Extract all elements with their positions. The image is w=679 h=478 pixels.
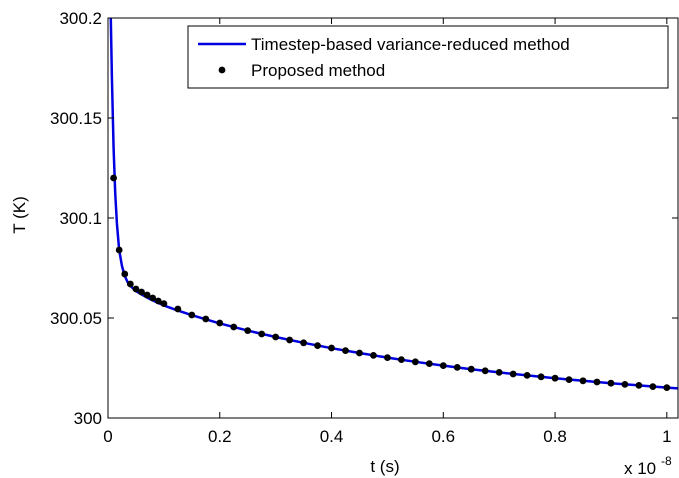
series-marker-point bbox=[110, 174, 117, 182]
y-axis: 300 300.05 300.1 300.15 300.2 bbox=[50, 9, 678, 428]
series-marker-point bbox=[314, 342, 321, 349]
series-marker-point bbox=[202, 315, 210, 323]
series-marker-point bbox=[607, 379, 615, 387]
series-marker-point bbox=[523, 372, 531, 379]
series-marker-point bbox=[258, 330, 266, 338]
legend: Timestep-based variance-reduced method P… bbox=[187, 25, 669, 89]
x-tick-label: 0.6 bbox=[431, 427, 455, 446]
series-marker-point bbox=[384, 354, 391, 361]
series-marker-point bbox=[509, 370, 517, 378]
series-marker-point bbox=[356, 349, 363, 357]
series-marker-point bbox=[565, 376, 573, 383]
x-axis-label: t (s) bbox=[370, 457, 399, 476]
series-marker-point bbox=[143, 291, 151, 299]
series-marker-point bbox=[551, 374, 559, 382]
series-marker-point bbox=[663, 384, 671, 391]
x-tick-label: 0 bbox=[103, 427, 112, 446]
x-axis-multiplier-exponent: -8 bbox=[661, 454, 672, 468]
series-marker-point bbox=[244, 327, 252, 334]
series-marker-point bbox=[635, 382, 643, 389]
y-tick-label: 300.05 bbox=[50, 309, 102, 328]
legend-label-line: Timestep-based variance-reduced method bbox=[251, 35, 570, 54]
series-marker-point bbox=[286, 336, 294, 344]
series-marker-point bbox=[126, 280, 134, 288]
series-marker-point bbox=[481, 367, 489, 375]
series-marker-point bbox=[154, 297, 162, 305]
series-marker-point bbox=[328, 344, 335, 352]
series-marker-point bbox=[342, 347, 349, 354]
y-tick-label: 300.15 bbox=[50, 109, 102, 128]
x-axis-multiplier: x 10 -8 bbox=[624, 454, 672, 478]
series-marker-point bbox=[300, 339, 307, 347]
legend-box bbox=[187, 25, 669, 89]
x-tick-label: 0.2 bbox=[208, 427, 232, 446]
y-tick-label: 300 bbox=[74, 409, 102, 428]
legend-marker-swatch bbox=[218, 66, 226, 74]
series-marker-point bbox=[160, 300, 168, 307]
series-marker-point bbox=[425, 360, 433, 367]
series-marker-point bbox=[370, 352, 377, 359]
x-tick-label: 0.8 bbox=[543, 427, 567, 446]
series-marker-point bbox=[174, 305, 182, 313]
series-marker-point bbox=[216, 319, 224, 327]
legend-label-markers: Proposed method bbox=[251, 61, 385, 80]
series-marker-point bbox=[649, 383, 657, 390]
series-marker-point bbox=[439, 362, 447, 369]
series-marker-point bbox=[593, 378, 601, 386]
x-tick-label: 1 bbox=[662, 427, 671, 446]
series-marker-point bbox=[411, 358, 419, 366]
series-marker-point bbox=[621, 381, 629, 388]
x-tick-label: 0.4 bbox=[320, 427, 344, 446]
series-marker-point bbox=[149, 294, 157, 302]
x-axis-multiplier-base: x 10 bbox=[624, 459, 656, 478]
series-marker-point bbox=[579, 377, 587, 385]
series-marker-point bbox=[138, 288, 145, 296]
y-tick-label: 300.1 bbox=[59, 209, 102, 228]
series-marker-point bbox=[467, 365, 475, 373]
series-marker-point bbox=[230, 323, 238, 331]
series-marker-point bbox=[132, 285, 140, 293]
y-axis-label: T (K) bbox=[10, 196, 29, 233]
series-marker-point bbox=[537, 373, 545, 381]
y-tick-label: 300.2 bbox=[59, 9, 102, 28]
marker-series-layer bbox=[110, 174, 671, 391]
series-marker-point bbox=[121, 270, 129, 278]
series-marker-point bbox=[453, 364, 461, 371]
series-marker-point bbox=[397, 356, 405, 363]
series-marker-point bbox=[495, 369, 503, 376]
series-marker-point bbox=[115, 246, 123, 254]
series-marker-point bbox=[272, 333, 280, 341]
series-marker-point bbox=[188, 311, 196, 319]
x-axis: 0 0.2 0.4 0.6 0.8 1 bbox=[103, 18, 672, 446]
